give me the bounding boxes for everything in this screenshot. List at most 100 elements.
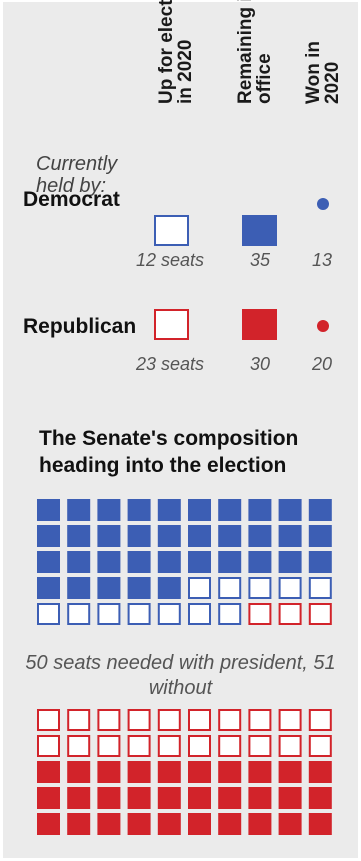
seat-democrat-remaining <box>37 525 60 547</box>
seat-republican-up <box>248 735 272 757</box>
seat-republican-up <box>248 709 272 731</box>
seat-democrat-remaining <box>248 551 272 573</box>
democrat-remaining-seats: 35 <box>250 250 271 270</box>
seat-republican-remaining <box>97 761 121 783</box>
seat-republican-up <box>127 735 151 757</box>
seat-democrat-remaining <box>157 499 181 521</box>
seat-democrat-remaining <box>67 551 91 573</box>
held-by-label: Currently held by: <box>36 153 118 197</box>
seat-democrat-remaining <box>218 525 242 547</box>
seat-democrat-up <box>248 577 272 599</box>
party-label-republican: Republican <box>23 315 137 338</box>
seat-republican-up <box>248 603 272 625</box>
seat-republican-remaining <box>127 813 151 835</box>
seat-republican-up <box>37 709 60 731</box>
infographic-panel: Up for election in 2020 Remaining in off… <box>3 0 358 858</box>
seat-republican-up <box>188 709 211 731</box>
seat-republican-remaining <box>188 761 211 783</box>
seat-democrat-up <box>37 603 60 625</box>
seat-democrat-remaining <box>97 577 121 599</box>
seat-republican-remaining <box>218 813 242 835</box>
seat-republican-remaining <box>157 761 181 783</box>
seat-democrat-up <box>278 577 302 599</box>
seat-democrat-remaining <box>218 551 242 573</box>
seat-republican-up <box>278 735 302 757</box>
democrat-won-seats: 13 <box>312 250 333 270</box>
seat-democrat-remaining <box>157 525 181 547</box>
seat-republican-remaining <box>97 787 121 809</box>
seat-democrat-remaining <box>188 551 211 573</box>
seat-republican-up <box>308 709 332 731</box>
seat-democrat-remaining <box>308 525 332 547</box>
seat-republican-remaining <box>308 761 332 783</box>
seat-democrat-remaining <box>188 525 211 547</box>
seat-democrat-remaining <box>308 499 332 521</box>
seat-republican-remaining <box>188 813 211 835</box>
seat-republican-up <box>37 735 60 757</box>
seat-democrat-up <box>308 577 332 599</box>
seat-republican-up <box>157 709 181 731</box>
seat-democrat-remaining <box>37 577 60 599</box>
seat-republican-up <box>308 603 332 625</box>
seat-democrat-remaining <box>97 551 121 573</box>
seat-democrat-remaining <box>308 551 332 573</box>
seat-democrat-remaining <box>188 499 211 521</box>
seat-democrat-remaining <box>127 551 151 573</box>
republican-remaining-seats: 30 <box>250 354 271 374</box>
seat-democrat-up <box>188 577 211 599</box>
seat-republican-remaining <box>67 761 91 783</box>
seat-democrat-remaining <box>218 499 242 521</box>
seat-republican-up <box>127 709 151 731</box>
seat-democrat-up <box>67 603 91 625</box>
chart-title: The Senate's composition heading into th… <box>39 427 299 477</box>
seat-republican-remaining <box>67 787 91 809</box>
seat-republican-up <box>218 735 242 757</box>
seat-republican-up <box>188 735 211 757</box>
waffle-republican-grid <box>37 709 332 835</box>
seat-republican-remaining <box>248 813 272 835</box>
seat-democrat-up <box>188 603 211 625</box>
seat-democrat-up <box>97 603 121 625</box>
seat-democrat-remaining <box>278 499 302 521</box>
democrat-up-seats: 12 seats <box>136 250 205 270</box>
seat-republican-remaining <box>127 787 151 809</box>
seat-republican-remaining <box>157 787 181 809</box>
legend-won-dot-democrat <box>317 198 329 210</box>
republican-won-seats: 20 <box>312 354 333 374</box>
waffle-democrat-grid <box>37 499 332 625</box>
seat-republican-up <box>97 735 121 757</box>
seat-republican-remaining <box>188 787 211 809</box>
seat-republican-remaining <box>37 761 60 783</box>
seat-republican-remaining <box>157 813 181 835</box>
seat-democrat-remaining <box>278 525 302 547</box>
seat-democrat-up <box>218 603 242 625</box>
seat-republican-up <box>308 735 332 757</box>
legend-open-seat-republican <box>154 309 189 340</box>
seat-republican-remaining <box>97 813 121 835</box>
seat-republican-up <box>278 603 302 625</box>
seat-democrat-remaining <box>248 525 272 547</box>
seat-republican-remaining <box>218 761 242 783</box>
republican-up-seats: 23 seats <box>136 354 205 374</box>
seat-republican-up <box>67 709 91 731</box>
legend-filled-seat-republican <box>242 309 277 340</box>
seat-democrat-remaining <box>67 525 91 547</box>
seat-republican-remaining <box>248 787 272 809</box>
seat-democrat-up <box>127 603 151 625</box>
seat-republican-remaining <box>278 787 302 809</box>
seat-republican-remaining <box>308 787 332 809</box>
seat-republican-remaining <box>37 787 60 809</box>
seat-democrat-remaining <box>278 551 302 573</box>
seat-republican-up <box>278 709 302 731</box>
seat-democrat-up <box>218 577 242 599</box>
seat-republican-remaining <box>278 813 302 835</box>
seat-republican-remaining <box>67 813 91 835</box>
legend-filled-seat-democrat <box>242 215 277 246</box>
seat-republican-up <box>97 709 121 731</box>
seat-democrat-up <box>157 603 181 625</box>
seat-republican-remaining <box>278 761 302 783</box>
seat-republican-up <box>157 735 181 757</box>
seat-democrat-remaining <box>157 551 181 573</box>
seat-republican-remaining <box>218 787 242 809</box>
seat-republican-remaining <box>308 813 332 835</box>
